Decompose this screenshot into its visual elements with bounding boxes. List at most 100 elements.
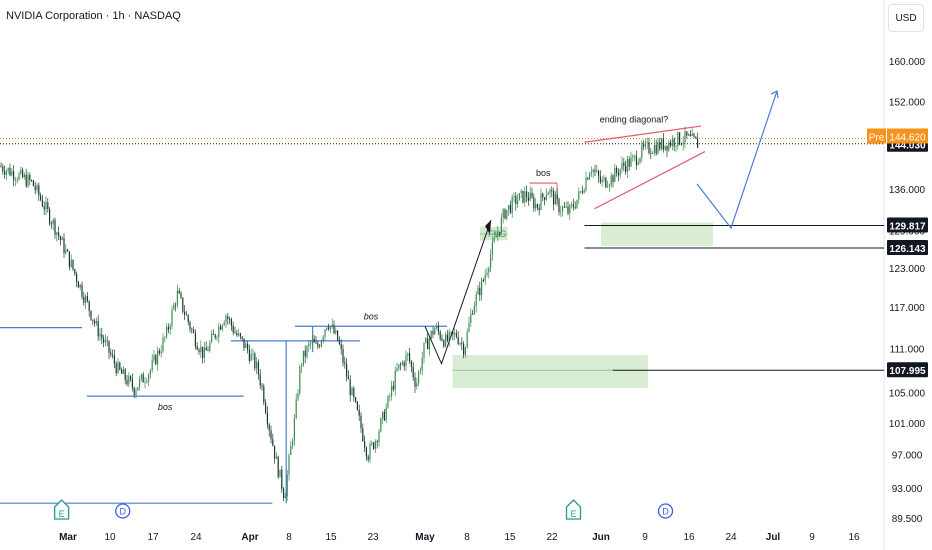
candle-body	[628, 159, 630, 167]
candle-body	[72, 259, 74, 270]
level-price-label-bg	[887, 362, 928, 378]
candle-body	[569, 205, 571, 214]
candle-body	[212, 334, 214, 335]
candle-body	[576, 199, 578, 208]
candle-body	[203, 347, 205, 358]
candle-body	[270, 430, 272, 440]
candle-body	[650, 152, 652, 154]
candle-body	[596, 170, 598, 172]
candle-body	[329, 326, 331, 329]
candle-body	[461, 343, 463, 344]
candle-body	[121, 369, 123, 374]
candle-body	[605, 177, 607, 188]
currency-button[interactable]: USD	[888, 4, 924, 32]
candle-body	[164, 336, 166, 338]
candle-body	[31, 180, 33, 182]
candle-body	[695, 136, 697, 139]
candle-body	[482, 279, 484, 281]
candle-body	[637, 162, 639, 165]
candle-body	[418, 371, 420, 384]
diagonal-lower-line	[594, 151, 706, 210]
candle-body	[508, 205, 510, 210]
candle-body	[504, 209, 506, 219]
candle-body	[536, 204, 538, 208]
candle-body	[81, 284, 83, 297]
candle-body	[169, 325, 171, 330]
candle-body	[643, 144, 645, 147]
candle-body	[630, 157, 632, 167]
candle-body	[358, 409, 360, 416]
candle-body	[209, 342, 211, 351]
candle-body	[441, 338, 443, 341]
candle-body	[385, 407, 387, 421]
candle-body	[527, 197, 529, 201]
candle-body	[639, 158, 641, 163]
candle-body	[439, 331, 441, 339]
candle-body	[277, 456, 279, 478]
time-tick: 10	[104, 532, 116, 543]
candle-body	[443, 340, 445, 347]
candle-body	[554, 194, 556, 205]
candle-body	[481, 279, 483, 296]
candle-body	[671, 139, 673, 146]
candle-body	[594, 169, 596, 172]
candle-body	[446, 334, 448, 341]
candle-body	[423, 342, 425, 358]
candle-body	[538, 207, 540, 211]
time-tick: 9	[642, 532, 648, 543]
candle-body	[43, 206, 45, 210]
candle-body	[495, 236, 497, 238]
candle-body	[545, 194, 547, 200]
candle-body	[284, 495, 286, 498]
candle-body	[391, 385, 393, 396]
candle-body	[455, 333, 457, 337]
candle-body	[542, 193, 544, 198]
candle-body	[119, 362, 121, 370]
candle-body	[313, 339, 315, 343]
candle-body	[612, 175, 614, 182]
candle-body	[520, 190, 522, 194]
candle-body	[563, 206, 565, 208]
candle-body	[466, 331, 468, 348]
candle-body	[491, 241, 493, 255]
earnings-label: E	[59, 509, 65, 519]
candle-body	[221, 325, 223, 330]
candle-body	[659, 141, 661, 150]
candle-body	[338, 340, 340, 344]
candle-body	[133, 387, 135, 395]
candle-body	[662, 138, 664, 150]
candle-body	[376, 441, 378, 443]
candle-body	[664, 145, 666, 150]
level-price-label-bg	[887, 217, 928, 233]
candle-body	[76, 273, 78, 282]
candle-body	[657, 141, 659, 154]
zones-layer: FVG	[452, 222, 713, 388]
time-tick: 15	[504, 532, 516, 543]
candle-body	[193, 329, 195, 333]
candle-body	[263, 386, 265, 403]
candle-body	[356, 401, 358, 410]
time-tick: 16	[683, 532, 695, 543]
candle-body	[353, 388, 355, 398]
candle-body	[502, 209, 504, 218]
price-tick: 152.000	[889, 97, 926, 108]
candle-body	[58, 232, 60, 237]
candle-body	[13, 171, 15, 181]
candle-body	[142, 374, 144, 383]
candle-body	[365, 447, 367, 457]
time-tick: Jul	[766, 532, 781, 543]
candle-body	[333, 324, 335, 334]
candle-body	[293, 417, 295, 441]
candle-body	[553, 190, 555, 205]
candle-body	[479, 287, 481, 296]
candle-body	[108, 340, 110, 353]
time-tick: 9	[809, 532, 815, 543]
demand-zone	[452, 355, 648, 388]
projection-path	[696, 90, 778, 230]
candle-body	[238, 333, 240, 336]
structure-lines	[0, 326, 360, 504]
candle-body	[207, 350, 209, 352]
candle-body	[252, 353, 254, 355]
